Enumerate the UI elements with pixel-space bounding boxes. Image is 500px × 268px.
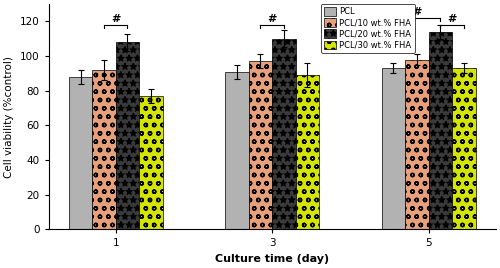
Bar xyxy=(452,68,475,229)
Bar xyxy=(405,59,428,229)
Bar xyxy=(248,61,272,229)
Bar xyxy=(116,42,139,229)
X-axis label: Culture time (day): Culture time (day) xyxy=(215,254,329,264)
Bar xyxy=(382,68,405,229)
Bar xyxy=(272,39,295,229)
Bar xyxy=(92,70,116,229)
Text: #: # xyxy=(412,7,422,17)
Text: #: # xyxy=(111,14,120,24)
Text: #: # xyxy=(268,14,277,24)
Y-axis label: Cell viability (%control): Cell viability (%control) xyxy=(4,56,14,178)
Text: #: # xyxy=(448,14,456,24)
Bar xyxy=(428,32,452,229)
Bar xyxy=(139,96,162,229)
Legend: PCL, PCL/10 wt.% FHA, PCL/20 wt.% FHA, PCL/30 wt.% FHA: PCL, PCL/10 wt.% FHA, PCL/20 wt.% FHA, P… xyxy=(321,4,415,53)
Bar xyxy=(296,75,319,229)
Bar xyxy=(225,72,248,229)
Bar xyxy=(69,77,92,229)
